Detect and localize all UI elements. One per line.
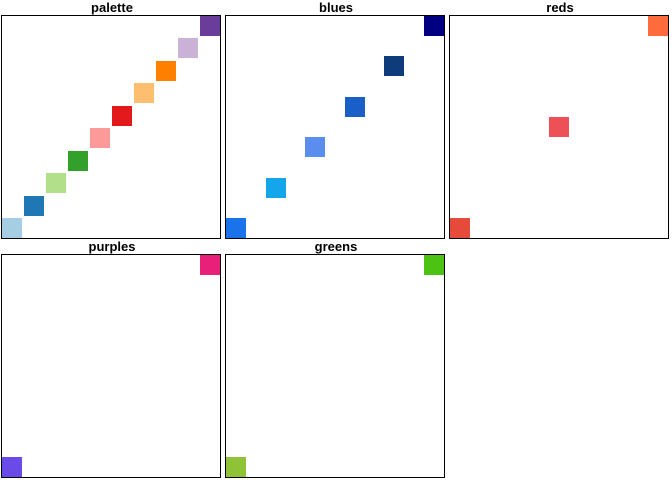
- color-tile: [226, 218, 246, 238]
- color-tile: [648, 16, 668, 36]
- color-tile: [2, 457, 22, 477]
- plot-area: [225, 15, 445, 239]
- color-tile: [24, 195, 44, 216]
- color-tile: [305, 137, 326, 158]
- color-tile: [226, 457, 246, 477]
- color-tile: [134, 83, 154, 104]
- color-tile: [68, 150, 88, 171]
- color-tile: [200, 255, 220, 275]
- color-tile: [265, 177, 286, 198]
- color-tile: [424, 16, 444, 36]
- plot-area: [1, 254, 221, 478]
- color-tile: [344, 96, 365, 117]
- panel-reds: reds: [449, 1, 671, 239]
- plot-area: [1, 15, 221, 239]
- panel-palette: palette: [1, 1, 223, 239]
- color-tile: [112, 105, 132, 126]
- color-tile: [90, 128, 110, 149]
- color-tile: [450, 218, 470, 238]
- panel-greens: greens: [225, 240, 447, 478]
- color-tile: [156, 60, 176, 81]
- color-tile: [2, 218, 22, 238]
- plot-area: [225, 254, 445, 478]
- color-tile: [384, 56, 405, 77]
- panel-blues: blues: [225, 1, 447, 239]
- panel-title: palette: [91, 0, 133, 15]
- color-tile: [200, 16, 220, 36]
- panel-title: blues: [319, 0, 353, 15]
- color-tile: [549, 117, 569, 137]
- panel-title: purples: [88, 239, 136, 254]
- color-tile: [46, 173, 66, 194]
- color-tile: [178, 38, 198, 59]
- plot-area: [449, 15, 669, 239]
- panel-purples: purples: [1, 240, 223, 478]
- color-tile: [424, 255, 444, 275]
- panel-title: reds: [546, 0, 574, 15]
- panel-title: greens: [314, 239, 358, 254]
